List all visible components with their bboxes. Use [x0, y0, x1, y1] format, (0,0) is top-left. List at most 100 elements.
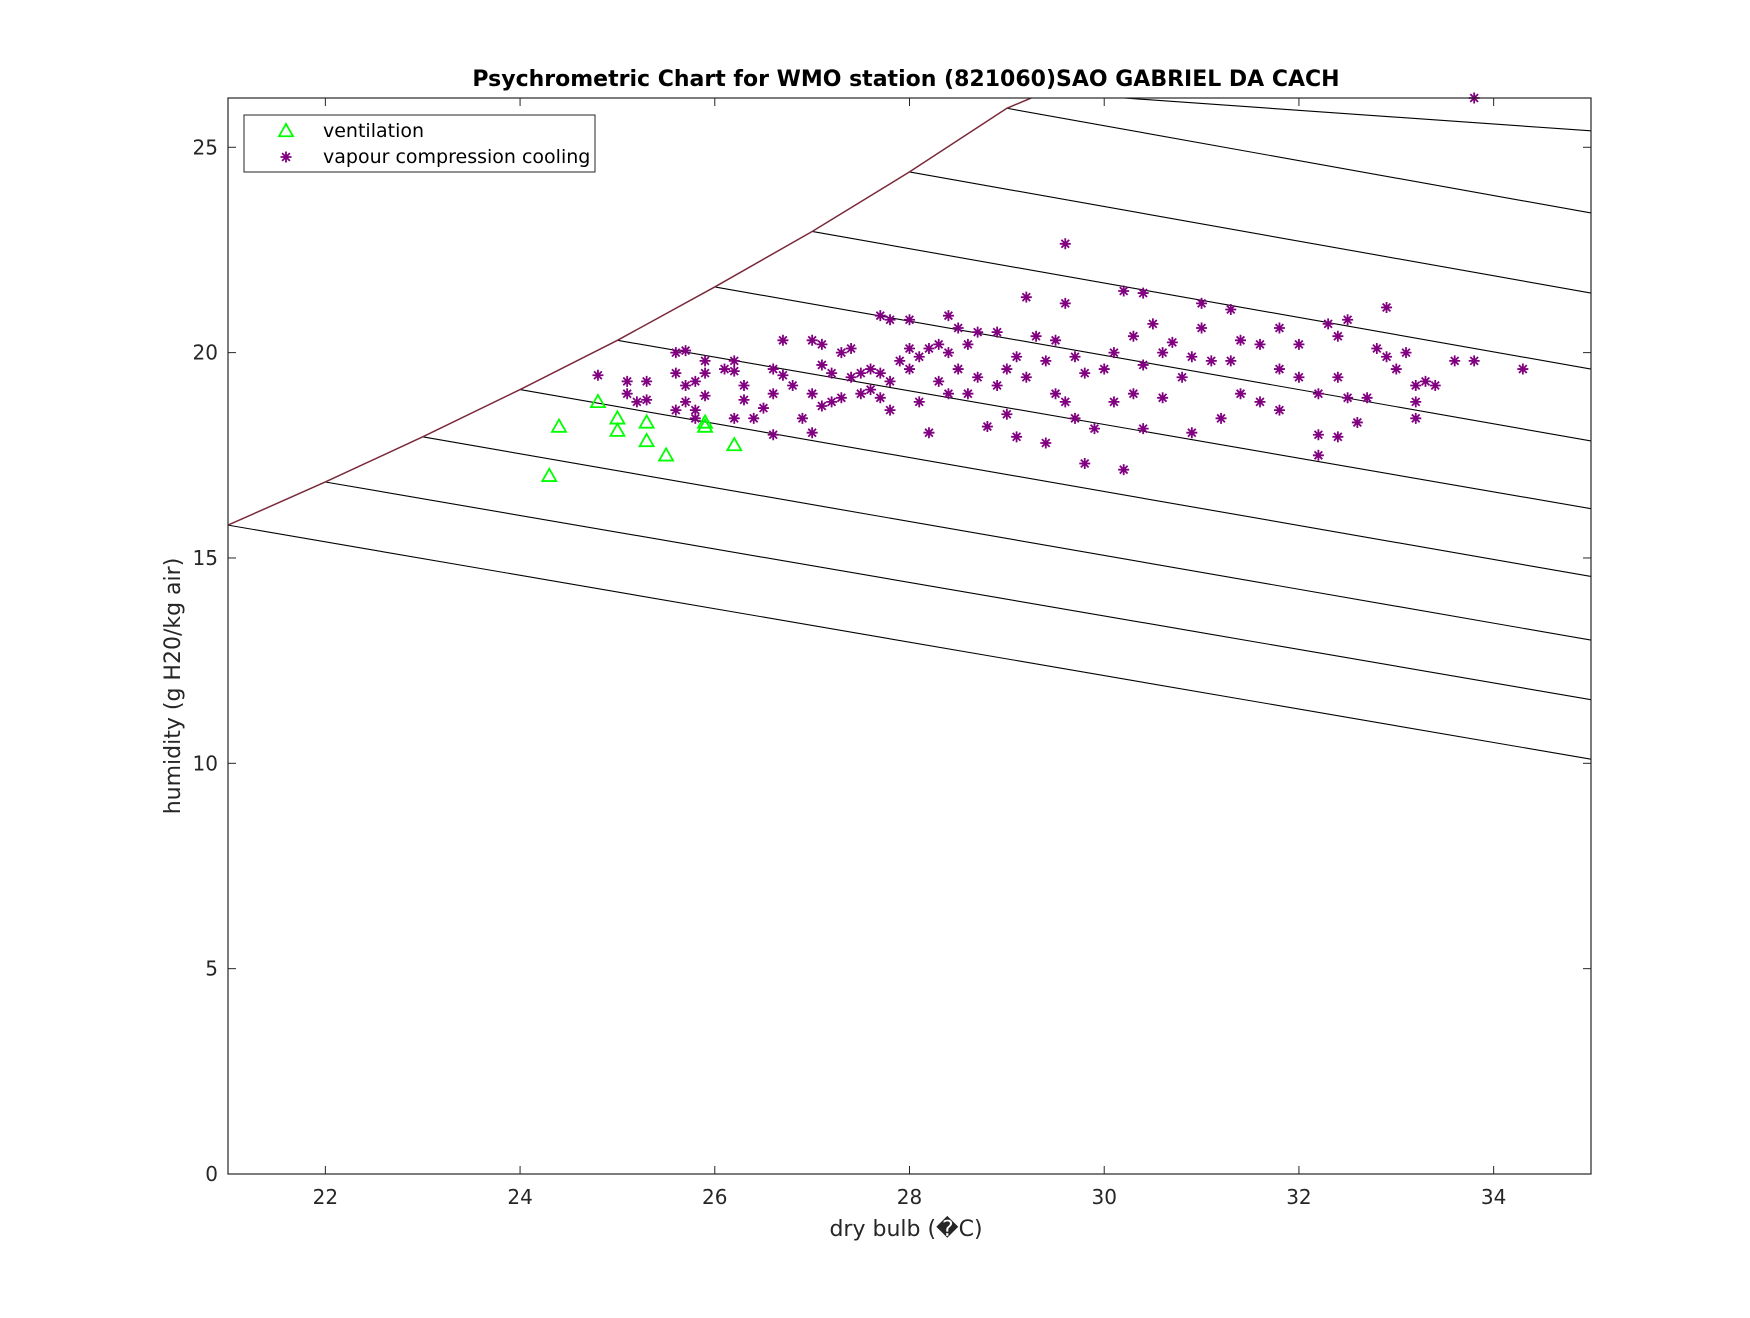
y-tick-label-10: 10	[193, 751, 218, 775]
vapour-compression-point-67	[942, 388, 954, 400]
vapour-compression-point-138	[1361, 392, 1373, 404]
vapour-compression-point-33	[806, 334, 818, 346]
ventilation-point-10	[725, 436, 743, 452]
enthalpy-line-0	[228, 524, 1591, 760]
vapour-compression-point-28	[767, 429, 779, 441]
vapour-compression-point-21	[728, 412, 740, 424]
vapour-compression-point-76	[991, 379, 1003, 391]
vapour-compression-point-59	[913, 351, 925, 363]
vapour-compression-point-17	[699, 390, 711, 402]
vapour-compression-point-22	[738, 379, 750, 391]
vapour-compression-point-54	[884, 404, 896, 416]
vapour-compression-point-107	[1157, 347, 1169, 359]
vapour-compression-point-129	[1312, 429, 1324, 441]
vapour-compression-point-68	[952, 322, 964, 334]
vapour-compression-point-137	[1351, 416, 1363, 428]
legend-marker-vapour-compression-cooling	[280, 151, 292, 163]
vapour-compression-point-141	[1381, 351, 1393, 363]
vapour-compression-point-119	[1235, 334, 1247, 346]
vapour-compression-point-94	[1079, 458, 1091, 470]
vapour-compression-point-121	[1254, 338, 1266, 350]
vapour-compression-point-61	[923, 343, 935, 355]
vapour-compression-point-95	[1088, 423, 1100, 435]
legend-label-ventilation: ventilation	[323, 120, 424, 142]
y-tick-label-15: 15	[193, 546, 218, 570]
vapour-compression-point-144	[1410, 379, 1422, 391]
vapour-compression-point-146	[1410, 412, 1422, 424]
vapour-compression-point-45	[855, 367, 867, 379]
vapour-compression-point-7	[670, 367, 682, 379]
vapour-compression-point-93	[1079, 367, 1091, 379]
vapour-compression-point-120	[1235, 388, 1247, 400]
vapour-compression-point-101	[1127, 330, 1139, 342]
vapour-compression-point-130	[1312, 449, 1324, 461]
vapour-compression-point-12	[689, 375, 701, 387]
enthalpy-line-1	[325, 481, 1591, 701]
vapour-compression-point-151	[1468, 355, 1480, 367]
vapour-compression-point-56	[904, 314, 915, 326]
vapour-compression-point-41	[835, 347, 847, 359]
ventilation-point-8	[696, 413, 714, 429]
vapour-compression-point-133	[1332, 371, 1344, 383]
vapour-compression-point-32	[796, 412, 808, 424]
saturation-curve-group	[228, 98, 1032, 526]
legend: ventilation vapour compression cooling	[243, 114, 596, 173]
vapour-compression-point-81	[1020, 291, 1032, 303]
vapour-compression-point-27	[767, 388, 779, 400]
vapour-compression-point-34	[806, 388, 818, 400]
vapour-compression-point-1	[621, 375, 633, 387]
vapour-compression-point-64	[933, 375, 945, 387]
vapour-compression-point-70	[962, 338, 974, 350]
vapour-compression-point-91	[1069, 351, 1081, 363]
axes-background	[228, 98, 1591, 1174]
vapour-compression-point-30	[777, 369, 789, 381]
vapour-compression-point-112	[1186, 427, 1198, 439]
vapour-compression-point-8	[670, 404, 682, 416]
vapour-compression-point-53	[884, 375, 896, 387]
vapour-compression-point-23	[738, 394, 750, 406]
vapour-compression-point-103	[1137, 287, 1149, 299]
vapour-compression-point-6	[670, 347, 682, 359]
vapour-compression-point-63	[933, 338, 945, 350]
vapour-compression-point-136	[1342, 392, 1354, 404]
vapour-compression-point-69	[952, 363, 964, 375]
vapour-compression-point-124	[1273, 363, 1285, 375]
y-axis-label: humidity (g H20/kg air)	[161, 558, 186, 815]
vapour-compression-point-104	[1137, 359, 1149, 371]
x-tick-label-28: 28	[897, 1185, 922, 1209]
vapour-compression-point-42	[835, 392, 847, 404]
vapour-compression-point-89	[1059, 297, 1071, 309]
ventilation-point-9	[696, 417, 714, 433]
vapour-compression-point-75	[991, 326, 1003, 338]
vapour-compression-point-88	[1059, 238, 1071, 250]
vapour-compression-point-122	[1254, 396, 1266, 408]
vapour-compression-point-139	[1371, 343, 1383, 355]
vapour-compression-point-85	[1040, 355, 1052, 367]
vapour-compression-point-100	[1118, 464, 1130, 476]
vapour-compression-point-9	[680, 345, 692, 357]
vapour-compression-point-126	[1293, 338, 1305, 350]
vapour-compression-point-84	[1040, 437, 1052, 449]
vapour-compression-point-5	[641, 394, 653, 406]
ventilation-point-7	[657, 446, 675, 462]
data-points-group	[540, 92, 1529, 482]
vapour-compression-point-152	[1517, 363, 1529, 375]
vapour-compression-point-145	[1410, 396, 1422, 408]
vapour-compression-point-11	[680, 396, 692, 408]
vapour-compression-point-49	[874, 310, 886, 322]
x-tick-label-22: 22	[313, 1185, 338, 1209]
legend-asterisk-marker	[280, 151, 292, 163]
vapour-compression-point-73	[972, 371, 984, 383]
vapour-compression-point-44	[845, 371, 857, 383]
vapour-compression-point-105	[1137, 423, 1149, 435]
vapour-compression-point-128	[1312, 388, 1324, 400]
enthalpy-line-2	[422, 436, 1591, 641]
vapour-compression-point-123	[1273, 322, 1285, 334]
vapour-compression-point-142	[1390, 363, 1402, 375]
vapour-compression-point-39	[826, 367, 838, 379]
vapour-compression-point-82	[1020, 371, 1032, 383]
enthalpy-line-8	[1006, 107, 1591, 214]
vapour-compression-point-109	[1166, 336, 1178, 348]
vapour-compression-point-35	[806, 427, 818, 439]
